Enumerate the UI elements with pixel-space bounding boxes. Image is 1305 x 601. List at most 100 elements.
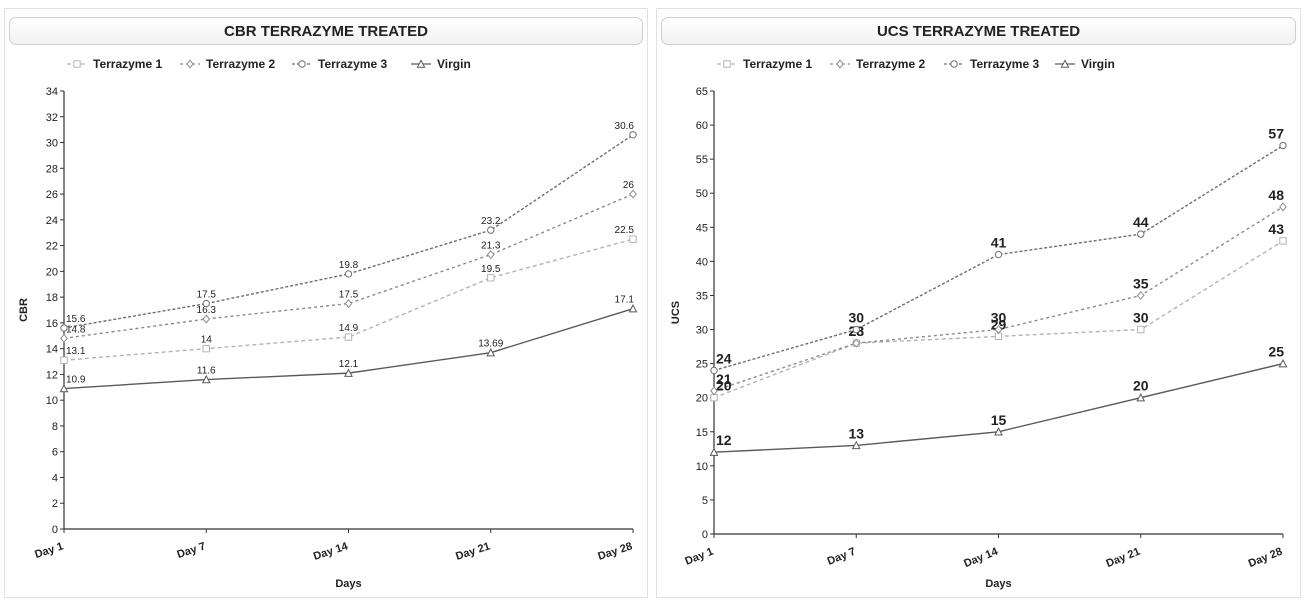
cbr-point-terrazyme-3 [629,131,637,139]
cbr-legend-label-virgin: Virgin [437,57,471,71]
ucs-y-tick-label: 65 [696,86,708,98]
cbr-point-virgin [59,383,69,393]
cbr-y-tick-label: 26 [46,189,58,201]
ucs-legend-marker-virgin [1060,59,1070,68]
ucs-x-tick-label: Day 1 [683,546,715,568]
cbr-point-terrazyme-1 [60,356,68,364]
ucs-x-tick-label: Day 14 [962,545,1000,570]
cbr-x-tick-label: Day 28 [596,540,633,562]
ucs-data-label-virgin: 15 [991,412,1007,428]
cbr-point-virgin [201,374,211,384]
ucs-data-label-terrazyme-3: 57 [1268,126,1284,142]
cbr-point-virgin [628,304,638,313]
cbr-series-line-terrazyme-2 [63,193,634,340]
cbr-data-label-virgin: 11.6 [197,366,216,377]
cbr-y-tick-label: 28 [46,163,58,175]
ucs-data-label-terrazyme-2: 30 [991,310,1007,326]
cbr-legend-marker-terrazyme-2 [186,59,194,69]
cbr-legend-marker-virgin [416,59,426,68]
cbr-point-virgin [344,368,353,377]
ucs-y-tick-label: 25 [696,359,708,371]
cbr-y-tick-label: 2 [52,498,58,510]
cbr-y-tick-label: 8 [52,421,58,433]
cbr-point-terrazyme-3 [202,299,210,308]
cbr-y-tick-label: 18 [46,292,58,304]
cbr-x-tick-label: Day 21 [454,540,491,562]
cbr-y-tick-label: 16 [46,318,58,330]
ucs-y-tick-label: 45 [696,222,708,234]
ucs-legend-marker-terrazyme-2 [836,59,844,69]
ucs-data-label-virgin: 12 [716,432,732,448]
ucs-point-terrazyme-2 [1136,290,1145,301]
cbr-y-tick-label: 24 [46,215,58,227]
ucs-data-label-virgin: 25 [1268,344,1284,360]
cbr-data-label-terrazyme-1: 14.9 [339,323,359,334]
ucs-y-tick-label: 35 [696,290,708,302]
ucs-chart-title: UCS TERRAZYME TREATED [661,17,1296,45]
ucs-point-terrazyme-3 [994,250,1003,259]
ucs-data-label-terrazyme-1: 29 [991,316,1007,332]
ucs-point-terrazyme-1 [1279,237,1287,245]
cbr-data-label-terrazyme-1: 22.5 [615,225,635,236]
cbr-data-label-terrazyme-2: 21.3 [481,241,501,252]
ucs-data-label-terrazyme-1: 20 [716,378,732,394]
cbr-chart-panel: CBR TERRAZYME TREATED 0 2 4 6 8 10 12 14 16 18 20 2… [4,8,648,598]
ucs-data-label-terrazyme-2: 48 [1268,187,1284,203]
ucs-point-virgin [1278,358,1288,368]
ucs-y-axis-label: UCS [670,301,682,324]
cbr-data-label-virgin: 10.9 [66,375,86,386]
ucs-point-terrazyme-2 [710,386,718,396]
cbr-point-virgin [486,347,496,357]
ucs-y-tick-label: 15 [696,427,708,439]
cbr-data-label-virgin: 17.1 [615,295,635,306]
ucs-point-terrazyme-3 [1279,141,1287,150]
ucs-data-label-terrazyme-1: 30 [1133,310,1149,326]
cbr-y-tick-label: 10 [46,395,58,407]
cbr-point-terrazyme-2 [60,333,68,343]
cbr-point-terrazyme-3 [487,226,495,234]
cbr-y-tick-label: 32 [46,112,58,124]
ucs-legend-label-terrazyme-1: Terrazyme 1 [743,57,812,71]
ucs-series-line-virgin [713,362,1284,453]
cbr-point-terrazyme-2 [486,250,495,260]
ucs-chart-panel: UCS TERRAZYME TREATED 0 5 10 15 20 25 30 35 40 45… [656,8,1301,598]
cbr-data-label-terrazyme-2: 17.5 [339,290,359,301]
cbr-data-label-terrazyme-2: 16.3 [197,305,217,316]
ucs-data-label-terrazyme-2: 35 [1133,275,1149,291]
cbr-point-terrazyme-1 [344,333,353,341]
cbr-y-tick-label: 14 [46,344,58,356]
cbr-legend-label-terrazyme-1: Terrazyme 1 [93,57,162,71]
ucs-y-tick-label: 5 [702,495,708,507]
ucs-point-terrazyme-3 [1137,230,1145,238]
ucs-legend-marker-terrazyme-3 [950,60,958,68]
ucs-point-terrazyme-2 [852,338,861,348]
cbr-data-label-terrazyme-3: 23.2 [481,216,501,227]
cbr-point-terrazyme-2 [202,314,211,324]
ucs-point-terrazyme-3 [852,325,860,334]
cbr-y-tick-label: 20 [46,266,58,278]
cbr-y-axis-label: CBR [18,298,30,322]
cbr-point-terrazyme-1 [487,274,495,282]
ucs-y-tick-label: 55 [696,154,708,166]
cbr-point-terrazyme-1 [202,344,210,353]
cbr-data-label-terrazyme-3: 19.8 [339,260,359,271]
cbr-y-tick-label: 12 [46,369,58,381]
ucs-data-label-virgin: 13 [848,425,864,441]
ucs-data-label-terrazyme-3: 44 [1133,214,1149,230]
ucs-data-label-terrazyme-3: 30 [848,310,864,326]
ucs-legend-label-terrazyme-2: Terrazyme 2 [856,57,925,71]
ucs-x-axis-label: Days [985,578,1011,590]
cbr-y-tick-label: 4 [52,472,58,484]
cbr-data-label-terrazyme-1: 14 [201,335,213,346]
cbr-data-label-terrazyme-3: 15.6 [66,314,86,325]
cbr-x-tick-label: Day 14 [312,540,350,563]
cbr-point-terrazyme-3 [60,324,68,332]
cbr-y-tick-label: 0 [52,524,58,536]
ucs-point-terrazyme-1 [1137,325,1145,334]
ucs-point-virgin [851,440,861,450]
ucs-point-terrazyme-3 [710,366,718,375]
ucs-point-virgin [709,447,719,456]
ucs-y-tick-label: 40 [696,256,708,268]
cbr-legend-label-terrazyme-3: Terrazyme 3 [318,57,387,71]
